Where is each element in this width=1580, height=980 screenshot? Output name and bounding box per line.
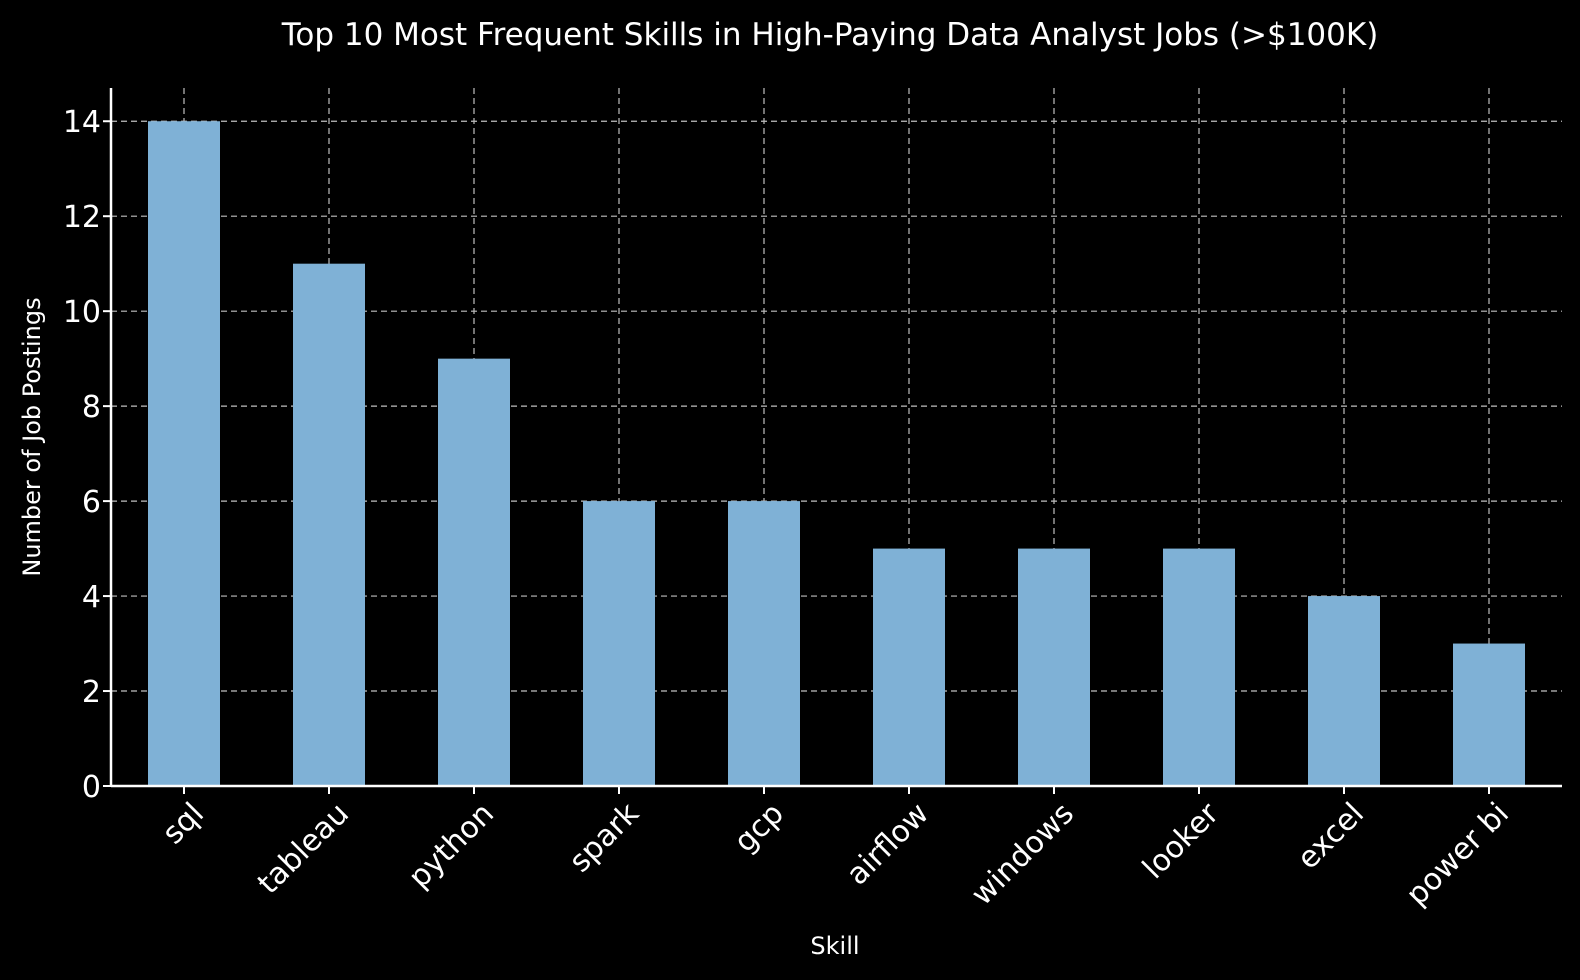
- x-tick-label-excel: excel: [1291, 796, 1371, 876]
- bar-sql: [148, 121, 220, 786]
- y-tick-label: 4: [82, 580, 101, 615]
- y-tick-label: 8: [82, 390, 101, 425]
- bar-spark: [583, 501, 655, 786]
- bar-airflow: [873, 548, 945, 786]
- bar-tableau: [293, 263, 365, 786]
- y-axis-label: Number of Job Postings: [18, 297, 46, 576]
- y-tick-label: 10: [63, 295, 101, 330]
- y-tick-label: 14: [63, 105, 101, 140]
- x-tick-label-power-bi: power bi: [1400, 796, 1516, 912]
- bar-gcp: [728, 501, 800, 786]
- bar-power-bi: [1453, 643, 1525, 786]
- bar-excel: [1308, 596, 1380, 786]
- x-axis-label: Skill: [810, 932, 859, 960]
- chart-title: Top 10 Most Frequent Skills in High-Payi…: [281, 17, 1379, 53]
- y-tick-label: 12: [63, 200, 101, 235]
- y-tick-label: 6: [82, 485, 101, 520]
- x-tick-label-airflow: airflow: [840, 796, 936, 892]
- bar-windows: [1018, 548, 1090, 786]
- x-tick-label-tableau: tableau: [251, 796, 356, 901]
- bar-python: [438, 358, 510, 786]
- x-tick-label-windows: windows: [965, 796, 1081, 912]
- axes: [103, 88, 1562, 794]
- x-tick-label-sql: sql: [156, 796, 211, 851]
- bars: [148, 121, 1525, 786]
- y-tick-label: 2: [82, 675, 101, 710]
- bar-looker: [1163, 548, 1235, 786]
- x-tick-label-gcp: gcp: [728, 796, 791, 859]
- y-tick-label: 0: [82, 770, 101, 805]
- x-tick-label-spark: spark: [563, 796, 647, 880]
- x-tick-label-python: python: [402, 796, 501, 895]
- x-tick-label-looker: looker: [1136, 796, 1226, 886]
